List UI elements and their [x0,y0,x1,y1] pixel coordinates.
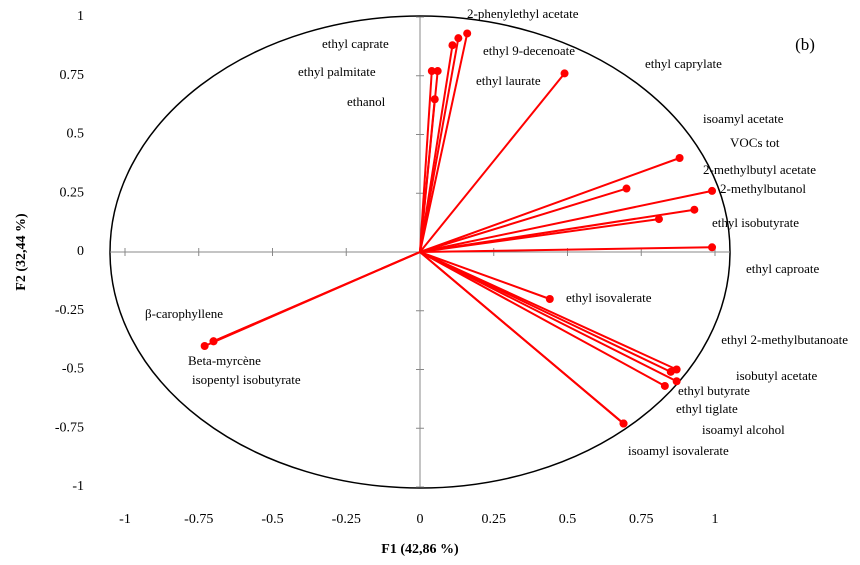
point [654,215,663,224]
point [622,184,631,193]
point-label: ethyl 9-decenoate [483,43,575,58]
point [708,243,717,252]
x-tick-label: -0.25 [332,512,361,527]
point [200,342,209,350]
vector [419,251,625,425]
chart-title: (b) [795,35,815,54]
point [430,95,439,104]
point [672,365,681,374]
point-label: 2-methylbutanol [720,181,806,196]
vector [213,251,421,343]
vector [419,157,680,253]
vector [419,187,627,253]
point [672,377,681,386]
vector [419,72,566,253]
y-tick-label: 1 [77,9,84,24]
point-label: isoamyl acetate [703,111,784,126]
point-label: ethyl caproate [746,261,819,276]
vector [419,251,678,371]
point-label: isoamyl alcohol [702,422,785,437]
point [660,381,669,390]
point-label: VOCs tot [730,135,780,150]
point-label: ethyl tiglate [676,401,738,416]
point [560,69,569,78]
point [448,41,457,50]
vector [419,218,660,253]
point [675,154,684,162]
vector [419,251,678,383]
point [690,205,699,214]
x-axis-title: F1 (42,86 %) [381,542,459,557]
point [708,186,717,195]
vector [419,189,713,253]
point-label: ethyl palmitate [298,64,376,79]
point [433,67,442,76]
vector [419,251,551,300]
point [209,337,218,346]
y-tick-label: 0.75 [60,68,85,83]
y-tick-label: -0.25 [55,303,84,318]
point [427,67,436,76]
y-tick-label: 0.5 [67,127,85,142]
vector [419,251,666,387]
x-tick-label: 1 [712,512,719,527]
point-label: isoamyl isovalerate [628,443,729,458]
point-label: ethyl isobutyrate [712,215,799,230]
point [454,34,463,43]
y-tick-label: -0.5 [62,362,84,377]
y-tick-label: 0 [77,244,84,259]
x-tick-label: -0.75 [184,512,213,527]
vector [419,246,713,253]
point [545,295,554,303]
point-label: ethanol [347,94,386,109]
point-label: isopentyl isobutyrate [192,372,301,387]
y-tick-label: 0.25 [60,185,85,200]
point-label: ethyl 2-methylbutanoate [721,332,848,347]
vector [419,33,469,253]
point-label: ethyl laurate [476,73,541,88]
x-tick-label: 0 [417,512,424,527]
x-tick-label: -1 [119,512,131,527]
x-tick-label: 0.5 [559,512,577,527]
y-tick-label: -0.75 [55,420,84,435]
vector [419,45,454,253]
y-tick-label: -1 [72,479,84,494]
x-tick-label: -0.5 [261,512,283,527]
point-label: ethyl caprate [322,36,389,51]
point-label: ethyl butyrate [678,383,750,398]
point-label: β-carophyllene [145,306,223,321]
point [619,419,628,428]
point-label: isobutyl acetate [736,368,817,383]
y-axis-title: F2 (32,44 %) [14,213,29,291]
point-label: 2-phenylethyl acetate [467,6,579,21]
point-label: ethyl caprylate [645,56,722,71]
point-label: ethyl isovalerate [566,290,652,305]
x-tick-label: 0.75 [629,512,654,527]
point-label: Beta-myrcène [188,353,261,368]
vector [419,99,436,253]
x-tick-label: 0.25 [482,512,507,527]
point-label: 2-methylbutyl acetate [703,162,816,177]
point [463,29,472,38]
